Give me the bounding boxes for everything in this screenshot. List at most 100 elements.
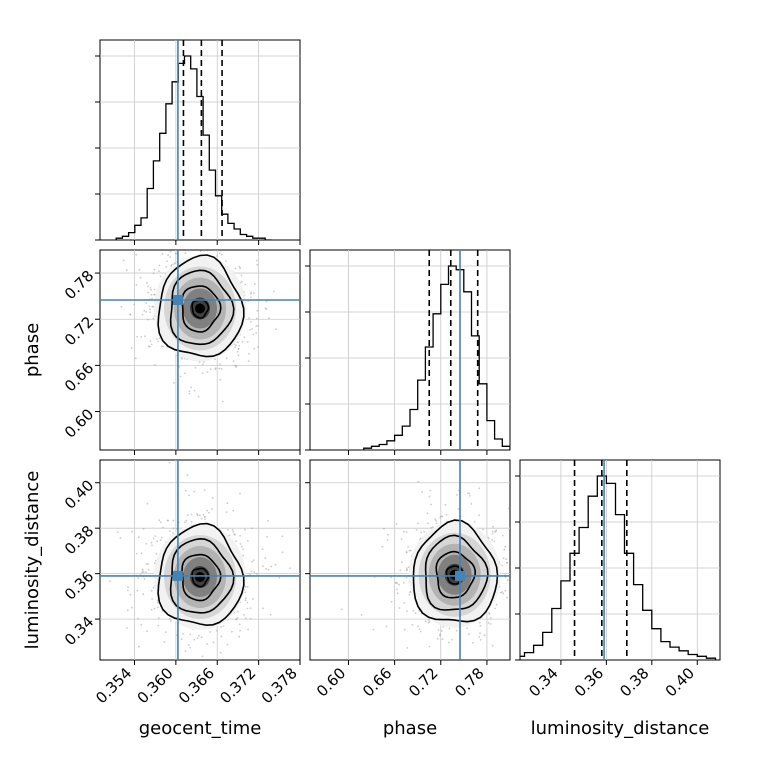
scatter-point (169, 250, 172, 253)
scatter-point (507, 579, 509, 581)
scatter-point (164, 631, 167, 633)
scatter-point (150, 293, 153, 296)
scatter-point (434, 518, 436, 521)
truth-marker-phase_luminosity_distance (455, 570, 465, 581)
scatter-point (161, 610, 164, 613)
scatter-point (340, 608, 343, 611)
scatter-point (256, 310, 259, 312)
scatter-point (216, 255, 219, 257)
scatter-point (415, 529, 418, 531)
scatter-point (142, 527, 145, 530)
scatter-point (159, 275, 162, 278)
contour-geocent_time_phase-1 (169, 269, 235, 346)
scatter-point (264, 557, 267, 559)
truth-lines (100, 40, 605, 660)
scatter-point (517, 573, 519, 575)
scatter-point (372, 628, 375, 631)
scatter-point (145, 571, 147, 573)
x-tick-label-luminosity_distance-2: 0.38 (616, 664, 652, 700)
scatter-point (235, 364, 238, 367)
scatter-point (220, 625, 223, 628)
scatter-point (395, 581, 398, 584)
scatter-point (172, 532, 174, 534)
scatter-point (153, 293, 156, 296)
scatter-point (405, 531, 408, 533)
scatter-point (201, 372, 204, 375)
scatter-point (502, 557, 505, 559)
scatter-point (428, 495, 431, 498)
scatter-point (157, 606, 159, 609)
y-tick-label-phase-0: 0.60 (61, 405, 97, 441)
scatter-point (250, 570, 253, 573)
scatter-point (151, 297, 154, 300)
scatter-point (256, 259, 258, 262)
scatter-point (159, 539, 162, 542)
scatter-point (289, 567, 291, 570)
y-tick-label-luminosity_distance-2: 0.38 (61, 522, 97, 558)
scatter-point (274, 563, 277, 566)
scatter-point (417, 480, 420, 483)
scatter-point (304, 256, 306, 258)
scatter-point (227, 529, 229, 531)
scatter-point (203, 361, 205, 363)
scatter-point (138, 645, 140, 648)
scatter-point (234, 267, 237, 270)
scatter-point (187, 644, 190, 646)
scatter-point (265, 308, 268, 311)
scatter-point (167, 519, 170, 522)
scatter-point (441, 515, 444, 518)
panel-hist-geocent_time (99, 39, 301, 241)
scatter-point (406, 667, 408, 669)
scatter-point (395, 523, 398, 525)
scatter-point (360, 614, 363, 616)
scatter-point (218, 367, 221, 370)
scatter-point (126, 589, 129, 592)
x-tick-label-phase-0: 0.60 (313, 664, 349, 700)
scatter-point (97, 546, 99, 548)
scatter-point (417, 522, 419, 525)
scatter-point (252, 598, 254, 600)
x-tick-label-phase-2: 0.72 (405, 664, 441, 700)
scatter-point (495, 603, 498, 606)
scatter-point (167, 254, 170, 256)
scatter-point (193, 638, 196, 641)
scatter-point (180, 638, 183, 641)
scatter-point (251, 560, 253, 563)
scatter-point (183, 521, 186, 524)
scatter-point (161, 536, 163, 539)
scatter-point (241, 545, 243, 548)
scatter-point (246, 586, 249, 588)
scatter-point (193, 490, 196, 493)
scatter-point (151, 598, 154, 600)
scatter-point (209, 631, 212, 633)
scatter-point (442, 625, 445, 628)
ylabel-phase: phase (22, 323, 43, 377)
scatter-point (255, 325, 258, 327)
histogram-geocent_time (115, 55, 272, 240)
scatter-point (126, 609, 129, 612)
scatter-point (220, 253, 223, 256)
scatter-point (136, 335, 139, 338)
scatter-point (150, 289, 153, 291)
scatter-point (129, 593, 132, 596)
density-level-5 (195, 303, 205, 314)
scatter-point (166, 260, 168, 263)
contour-geocent_time_luminosity_distance-3 (191, 567, 210, 588)
scatter-point (251, 527, 253, 530)
scatter-point (237, 341, 239, 344)
scatter-point (168, 530, 171, 533)
scatter-point (179, 375, 182, 378)
scatter-point (185, 519, 188, 522)
scatter-point (152, 587, 155, 589)
x-tick-label-geocent_time-3: 0.372 (216, 664, 259, 707)
scatter-point (430, 503, 432, 506)
scatter-point (188, 392, 191, 395)
scatter-point (444, 503, 447, 506)
scatter-point (235, 344, 237, 347)
scatter-point (136, 589, 139, 592)
scatter-point (219, 378, 222, 381)
scatter-point (214, 368, 217, 371)
scatter-point (157, 617, 160, 619)
scatter-point (218, 252, 221, 255)
